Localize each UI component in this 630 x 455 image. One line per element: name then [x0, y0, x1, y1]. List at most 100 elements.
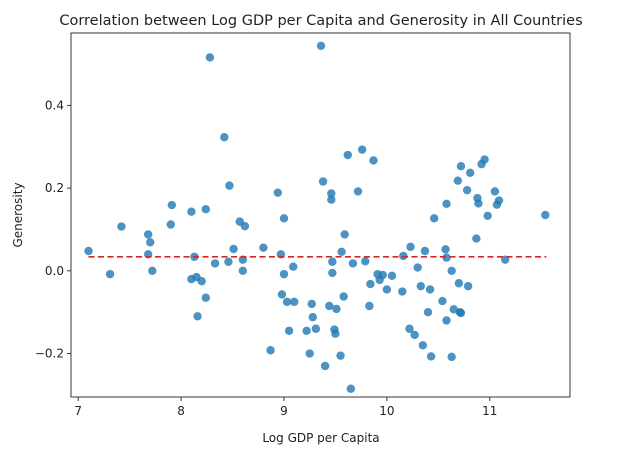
scatter-point [277, 290, 287, 299]
y-tick-label: 0.4 [45, 98, 64, 112]
scatter-point [420, 246, 430, 256]
scatter-point [229, 244, 238, 254]
x-tick-label: 7 [74, 404, 82, 418]
scatter-point [418, 341, 428, 350]
scatter-point [406, 242, 415, 252]
scatter-point [357, 145, 367, 154]
scatter-point [398, 287, 407, 296]
scatter-point [332, 304, 341, 314]
x-axis-ticks: 7 8 9 10 11 [74, 397, 497, 418]
scatter-point [340, 230, 349, 239]
scatter-point [343, 150, 352, 160]
scatter-point [365, 301, 374, 311]
scatter-point [105, 269, 115, 279]
plot-marks [84, 41, 550, 393]
scatter-point [494, 196, 504, 205]
scatter-point [187, 207, 196, 216]
scatter-point [117, 222, 126, 231]
scatter-point [316, 41, 326, 51]
scatter-point [318, 177, 328, 186]
scatter-point [205, 53, 215, 62]
scatter-point [416, 281, 426, 291]
scatter-point [441, 245, 450, 254]
scatter-point [143, 230, 153, 239]
scatter-point [320, 361, 330, 371]
scatter-point [240, 221, 250, 231]
plot-frame [70, 32, 571, 398]
y-axis-label: Generosity [11, 182, 25, 247]
scatter-point [454, 279, 464, 288]
scatter-point [399, 251, 408, 261]
scatter-point [378, 270, 387, 280]
scatter-point [193, 312, 202, 321]
scatter-point [490, 187, 500, 196]
scatter-point [201, 293, 210, 302]
scatter-point [259, 243, 268, 252]
scatter-point [447, 266, 456, 276]
scatter-point [284, 326, 294, 336]
scatter-point [325, 301, 334, 311]
scatter-point [369, 156, 378, 165]
scatter-point [426, 352, 436, 361]
scatter-point [201, 205, 210, 214]
x-tick-label: 11 [482, 404, 497, 418]
scatter-point [413, 263, 422, 272]
scatter-point [328, 268, 337, 278]
scatter-point [472, 234, 481, 243]
scatter-point [148, 266, 157, 276]
scatter-point [339, 292, 348, 301]
scatter-point [331, 329, 340, 338]
scatter-point [266, 346, 275, 355]
scatter-point [273, 188, 282, 197]
scatter-point [279, 214, 289, 223]
scatter-point [311, 324, 321, 333]
scatter-point [305, 349, 314, 358]
chart-title: Correlation between Log GDP per Capita a… [59, 13, 582, 29]
scatter-point [541, 210, 550, 220]
scatter-point [442, 253, 451, 262]
scatter-point [453, 176, 463, 185]
scatter-point [210, 259, 220, 268]
scatter-point [327, 195, 336, 204]
x-tick-label: 8 [177, 404, 185, 418]
scatter-point [480, 155, 489, 164]
scatter-point [197, 276, 206, 286]
scatter-point [220, 133, 229, 142]
scatter-point [442, 316, 451, 325]
scatter-point [463, 281, 473, 291]
x-tick-label: 9 [280, 404, 288, 418]
scatter-point [84, 246, 93, 256]
x-tick-label: 10 [379, 404, 394, 418]
scatter-point [474, 199, 483, 208]
y-tick-label: 0.0 [45, 264, 64, 278]
scatter-point [456, 308, 466, 318]
scatter-point [307, 299, 316, 309]
scatter-point [290, 297, 299, 307]
scatter-point [279, 269, 289, 279]
scatter-point [361, 257, 370, 266]
scatter-point [238, 266, 248, 276]
scatter-point [282, 297, 292, 307]
scatter-point [382, 285, 392, 294]
scatter-point [442, 199, 451, 209]
scatter-point [366, 279, 375, 289]
scatter-point [483, 211, 492, 221]
scatter-point [336, 351, 345, 360]
scatter-point [308, 312, 317, 322]
scatter-point [423, 308, 433, 317]
y-tick-label: −0.2 [35, 347, 64, 361]
scatter-point [346, 384, 356, 393]
scatter-point [167, 200, 177, 210]
scatter-point [425, 285, 435, 294]
scatter-point [405, 324, 414, 333]
scatter-point [447, 352, 456, 362]
scatter-point [353, 187, 363, 196]
scatter-point [302, 326, 311, 336]
scatter-point [456, 161, 466, 171]
scatter-point [224, 257, 233, 266]
scatter-point [337, 247, 346, 257]
scatter-point [466, 168, 475, 178]
scatter-point [289, 262, 298, 271]
x-axis-label: Log GDP per Capita [262, 431, 379, 445]
y-tick-label: 0.2 [45, 181, 64, 195]
